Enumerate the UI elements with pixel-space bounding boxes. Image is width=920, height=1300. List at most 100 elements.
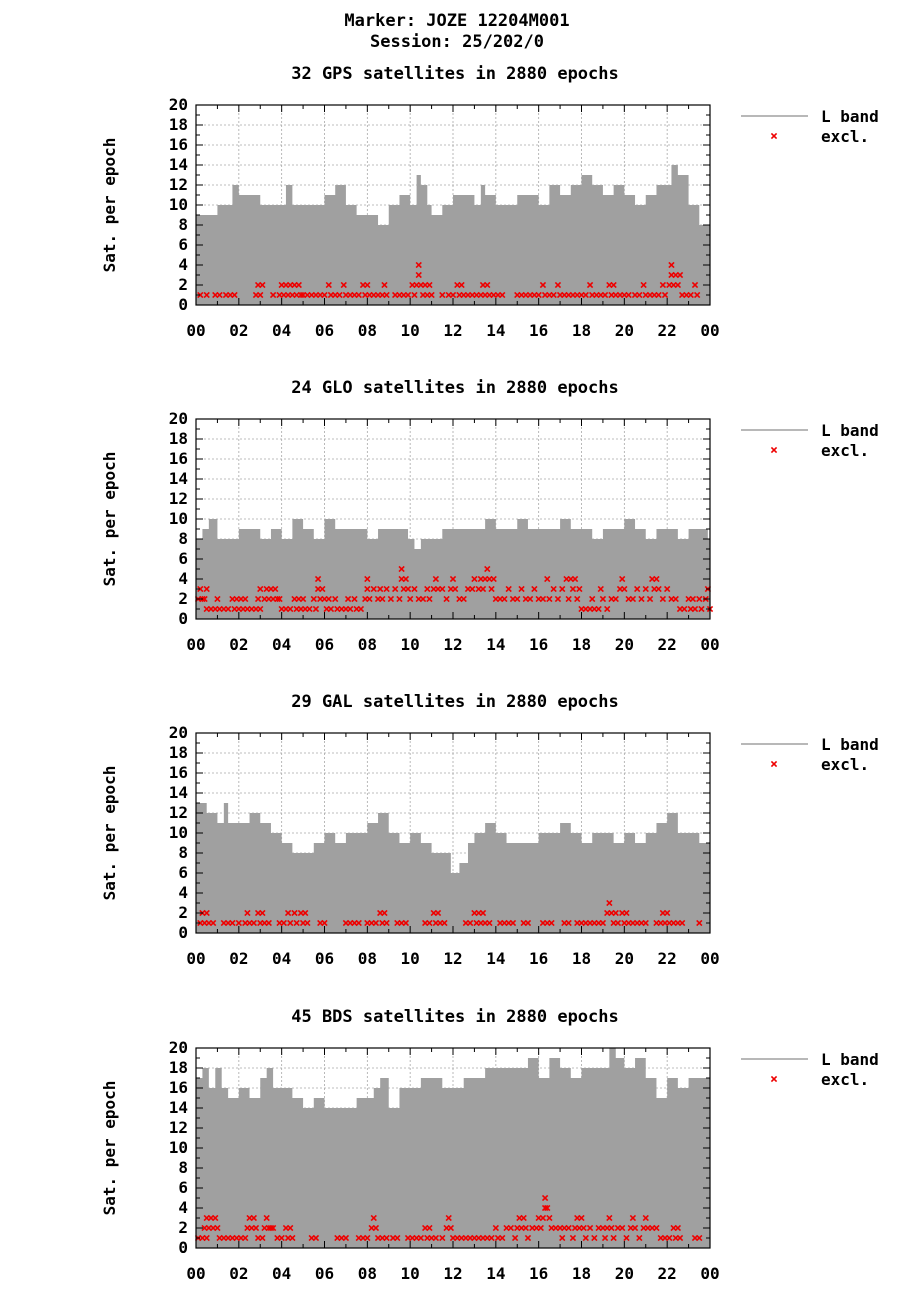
- y-tick-label: 0: [178, 923, 188, 942]
- excl-marker: [426, 919, 433, 927]
- excl-marker: [252, 1224, 260, 1232]
- excl-marker: [578, 1214, 585, 1222]
- chart-title: 29 GAL satellites in 2880 epochs: [291, 692, 619, 712]
- excl-marker: [569, 585, 577, 593]
- excl-marker: [653, 575, 660, 583]
- excl-marker: [469, 585, 476, 593]
- excl-marker: [379, 595, 386, 603]
- excl-marker: [642, 585, 649, 593]
- y-tick-label: 12: [169, 1118, 188, 1137]
- lband-area: [196, 165, 710, 305]
- excl-marker: [434, 909, 442, 917]
- y-tick-label: 20: [169, 95, 188, 114]
- x-tick-label: 18: [572, 1264, 591, 1283]
- excl-marker: [319, 585, 326, 593]
- excl-marker: [259, 909, 266, 917]
- x-tick-label: 20: [615, 1264, 634, 1283]
- x-tick-label: 00: [700, 635, 719, 654]
- excl-marker: [383, 291, 390, 299]
- excl-marker: [691, 605, 699, 613]
- y-tick-label: 14: [169, 155, 188, 174]
- excl-marker: [312, 605, 320, 613]
- excl-marker: [407, 595, 414, 603]
- excl-marker: [445, 1214, 452, 1222]
- excl-marker: [197, 585, 204, 593]
- excl-marker: [580, 1224, 587, 1232]
- excl-marker: [691, 281, 699, 289]
- excl-marker: [443, 595, 450, 603]
- excl-marker: [321, 919, 328, 927]
- legend-excl-swatch: [770, 1075, 778, 1083]
- excl-marker: [394, 1234, 401, 1242]
- excl-marker: [302, 909, 309, 917]
- x-tick-label: 12: [443, 949, 462, 968]
- y-tick-label: 10: [169, 195, 188, 214]
- excl-marker: [597, 585, 604, 593]
- x-tick-label: 22: [658, 949, 677, 968]
- x-tick-label: 16: [529, 635, 548, 654]
- excl-marker: [214, 1224, 221, 1232]
- excl-marker: [411, 585, 418, 593]
- excl-marker: [325, 281, 332, 289]
- x-tick-label: 00: [186, 635, 205, 654]
- session-title: Session: 25/202/0: [370, 32, 544, 52]
- excl-marker: [344, 595, 352, 603]
- y-tick-label: 16: [169, 135, 188, 154]
- excl-marker: [398, 565, 405, 573]
- excl-marker: [535, 291, 542, 299]
- x-tick-label: 00: [186, 321, 205, 340]
- x-tick-label: 18: [572, 321, 591, 340]
- x-tick-label: 14: [486, 1264, 505, 1283]
- excl-marker: [499, 1234, 506, 1242]
- excl-marker: [299, 595, 307, 603]
- legend-excl-label: excl.: [821, 441, 869, 460]
- excl-marker: [696, 1234, 703, 1242]
- x-tick-label: 12: [443, 1264, 462, 1283]
- legend-excl-label: excl.: [821, 1070, 869, 1089]
- excl-marker: [402, 575, 410, 583]
- excl-marker: [492, 1224, 499, 1232]
- excl-marker: [426, 1224, 433, 1232]
- x-tick-label: 08: [358, 321, 377, 340]
- excl-marker: [203, 291, 210, 299]
- x-tick-label: 10: [401, 321, 420, 340]
- y-tick-label: 8: [178, 843, 188, 862]
- y-tick-label: 2: [178, 589, 188, 608]
- x-tick-label: 04: [272, 1264, 291, 1283]
- x-tick-label: 08: [358, 1264, 377, 1283]
- excl-marker: [383, 1234, 390, 1242]
- marker-title: Marker: JOZE 12204M001: [344, 11, 569, 31]
- x-tick-label: 00: [186, 949, 205, 968]
- excl-marker: [619, 575, 626, 583]
- excl-marker: [449, 575, 457, 583]
- excl-marker: [250, 1214, 257, 1222]
- excl-marker: [310, 595, 317, 603]
- excl-marker: [231, 291, 238, 299]
- y-tick-label: 20: [169, 723, 188, 742]
- y-tick-label: 4: [178, 883, 188, 902]
- excl-marker: [355, 291, 362, 299]
- y-tick-label: 14: [169, 469, 188, 488]
- excl-marker: [488, 585, 495, 593]
- excl-marker: [244, 909, 251, 917]
- x-tick-label: 06: [315, 1264, 334, 1283]
- excl-marker: [612, 909, 619, 917]
- excl-marker: [458, 281, 465, 289]
- excl-marker: [604, 605, 611, 613]
- y-tick-label: 2: [178, 903, 188, 922]
- excl-marker: [638, 595, 645, 603]
- x-tick-label: 18: [572, 635, 591, 654]
- excl-marker: [263, 1214, 270, 1222]
- excl-marker: [689, 595, 697, 603]
- excl-marker: [666, 1234, 673, 1242]
- excl-marker: [499, 291, 506, 299]
- excl-marker: [653, 1224, 660, 1232]
- excl-marker: [439, 1234, 446, 1242]
- x-tick-label: 16: [529, 1264, 548, 1283]
- excl-marker: [377, 585, 384, 593]
- x-tick-label: 10: [401, 949, 420, 968]
- excl-marker: [601, 291, 609, 299]
- excl-marker: [257, 291, 264, 299]
- y-tick-label: 12: [169, 175, 188, 194]
- excl-marker: [608, 1224, 615, 1232]
